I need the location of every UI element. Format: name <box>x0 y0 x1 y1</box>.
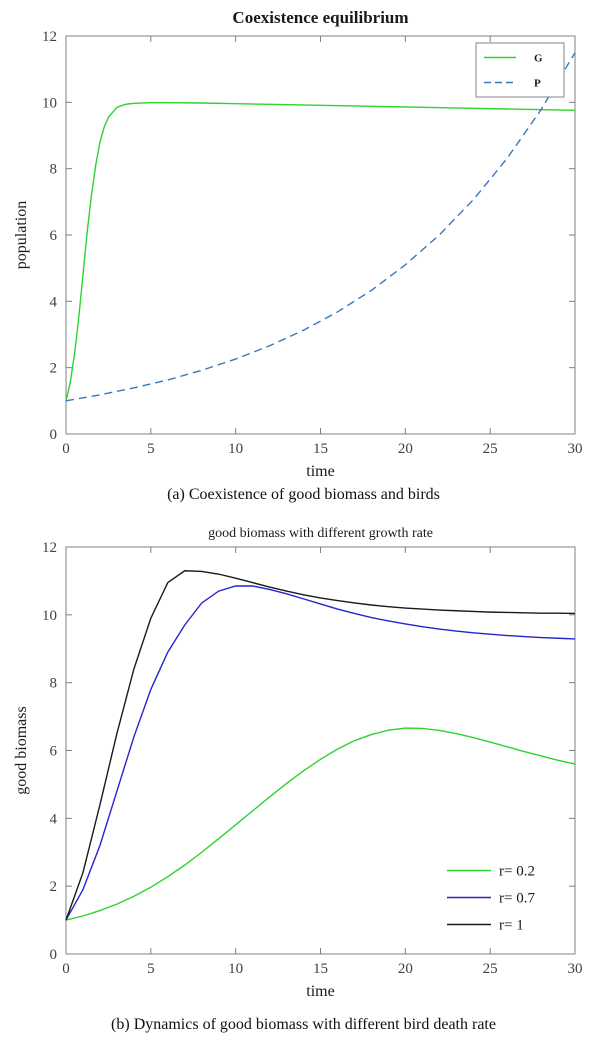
svg-text:10: 10 <box>228 961 243 977</box>
chart-title: Coexistence equilibrium <box>232 8 408 27</box>
svg-text:12: 12 <box>42 540 57 556</box>
caption-b: (b) Dynamics of good biomass with differ… <box>111 1016 496 1033</box>
chart-a-canvas: 0 5 10 15 20 25 30 0 2 4 6 8 10 12 Coexistence equilib… <box>13 8 583 478</box>
caption-a: (a) Coexistence of good biomass and bird… <box>167 486 440 503</box>
y-ticks-and-labels: 0 2 4 6 8 10 12 <box>42 540 575 963</box>
svg-text:20: 20 <box>398 441 413 457</box>
svg-text:2: 2 <box>50 879 58 895</box>
svg-text:10: 10 <box>228 441 243 457</box>
y-ticks-and-labels: 0 2 4 6 8 10 12 <box>42 29 575 443</box>
y-axis-label: population <box>13 201 30 269</box>
svg-text:0: 0 <box>62 441 70 457</box>
legend-box <box>475 42 565 98</box>
svg-text:6: 6 <box>50 744 58 760</box>
legend: r= 0.2 r= 0.7 r= 1 <box>447 864 535 934</box>
svg-text:30: 30 <box>568 441 583 457</box>
legend-label: r= 0.2 <box>499 864 535 880</box>
x-ticks-and-labels: 0 5 10 15 20 25 30 <box>62 547 583 977</box>
figure-a: 0 5 10 15 20 25 30 0 2 4 6 8 10 12 Coexistence equilib… <box>0 0 607 504</box>
legend: GP <box>475 42 565 98</box>
svg-text:15: 15 <box>313 441 328 457</box>
chart-b-canvas: 0 5 10 15 20 25 30 0 2 4 6 8 10 12 good biomass with d… <box>13 526 583 1000</box>
svg-text:2: 2 <box>50 361 58 377</box>
svg-text:4: 4 <box>50 811 58 827</box>
svg-text:25: 25 <box>483 441 498 457</box>
svg-text:15: 15 <box>313 961 328 977</box>
svg-text:12: 12 <box>42 29 57 45</box>
svg-text:0: 0 <box>50 947 58 963</box>
svg-text:6: 6 <box>50 228 58 244</box>
x-axis-label: time <box>306 983 334 1000</box>
series-line-G <box>65 101 576 401</box>
svg-text:4: 4 <box>50 294 58 310</box>
legend-label: G <box>534 53 543 65</box>
svg-text:5: 5 <box>147 441 155 457</box>
x-axis-label: time <box>306 463 334 478</box>
svg-text:0: 0 <box>62 961 70 977</box>
series-line-r-1 <box>65 570 576 921</box>
svg-text:20: 20 <box>398 961 413 977</box>
svg-text:8: 8 <box>50 162 58 178</box>
svg-text:30: 30 <box>568 961 583 977</box>
x-ticks-and-labels: 0 5 10 15 20 25 30 <box>62 36 583 457</box>
svg-text:8: 8 <box>50 676 58 692</box>
legend-label: P <box>534 78 541 90</box>
figure-b: 0 5 10 15 20 25 30 0 2 4 6 8 10 12 good biomass with d… <box>0 522 607 1034</box>
svg-text:10: 10 <box>42 95 57 111</box>
y-axis-label: good biomass <box>13 706 30 794</box>
legend-label: r= 1 <box>499 918 524 934</box>
svg-text:5: 5 <box>147 961 155 977</box>
svg-text:10: 10 <box>42 608 57 624</box>
svg-text:0: 0 <box>50 427 58 443</box>
chart-title: good biomass with different growth rate <box>208 526 433 541</box>
svg-text:25: 25 <box>483 961 498 977</box>
series-line-r-0.7 <box>65 585 576 921</box>
legend-label: r= 0.7 <box>499 891 535 907</box>
series-line-r-0.2 <box>65 727 576 921</box>
